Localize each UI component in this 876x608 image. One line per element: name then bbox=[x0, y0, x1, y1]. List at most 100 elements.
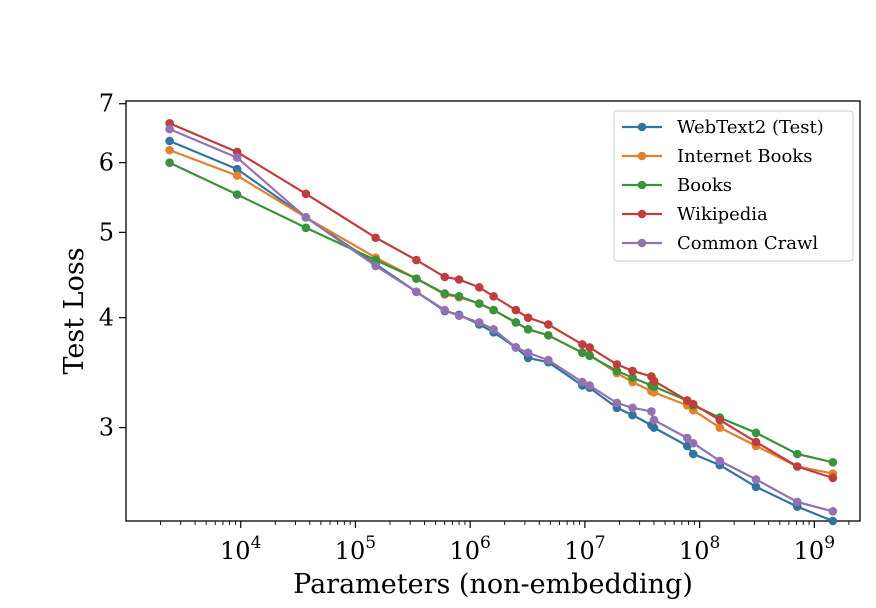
data-point bbox=[165, 145, 174, 155]
data-point bbox=[792, 462, 802, 471]
data-point bbox=[544, 320, 553, 329]
data-point bbox=[828, 458, 838, 467]
data-point bbox=[628, 366, 637, 376]
data-point bbox=[301, 213, 311, 222]
series-wikipedia bbox=[165, 119, 838, 483]
data-point bbox=[232, 153, 242, 162]
legend-label: Wikipedia bbox=[677, 204, 768, 225]
x-tick-label: 107 bbox=[564, 533, 605, 565]
data-point bbox=[649, 423, 659, 432]
data-point bbox=[371, 261, 380, 271]
data-point bbox=[165, 158, 174, 167]
data-point bbox=[523, 325, 533, 334]
data-point bbox=[628, 403, 637, 413]
data-point bbox=[828, 473, 838, 483]
y-axis-label: Test Loss bbox=[59, 247, 90, 374]
data-point bbox=[715, 423, 725, 432]
data-point bbox=[511, 318, 521, 327]
data-point bbox=[647, 407, 656, 416]
plot-frame bbox=[125, 100, 861, 522]
legend-marker bbox=[637, 151, 647, 161]
legend-marker bbox=[637, 180, 647, 190]
legend: WebText2 (Test) Internet Books Books Wikipe… bbox=[613, 110, 854, 262]
legend-box bbox=[613, 110, 854, 262]
data-point bbox=[440, 289, 450, 298]
data-point bbox=[585, 351, 594, 361]
legend-item: Books bbox=[622, 175, 732, 196]
data-point bbox=[489, 291, 498, 301]
x-tick-label: 104 bbox=[220, 533, 261, 565]
y-tick-label: 4 bbox=[99, 304, 114, 332]
data-point bbox=[649, 415, 659, 425]
legend-label: WebText2 (Test) bbox=[677, 117, 824, 138]
data-point bbox=[454, 311, 464, 321]
data-point bbox=[440, 305, 450, 315]
legend-item: WebText2 (Test) bbox=[622, 117, 824, 138]
data-point bbox=[751, 428, 761, 438]
data-point bbox=[489, 305, 498, 315]
data-point bbox=[578, 340, 587, 349]
x-axis: 104 105 106 107 108 109 bbox=[160, 521, 850, 565]
data-point bbox=[578, 348, 587, 357]
data-point bbox=[474, 299, 484, 308]
data-point bbox=[585, 343, 594, 352]
y-axis: 3 4 5 6 7 bbox=[99, 90, 126, 442]
legend-label: Internet Books bbox=[677, 146, 812, 167]
data-point bbox=[523, 313, 533, 322]
data-point bbox=[688, 399, 698, 409]
data-point bbox=[649, 376, 659, 386]
legend-item: Internet Books bbox=[622, 146, 812, 167]
data-point bbox=[489, 325, 498, 334]
data-point bbox=[165, 136, 174, 146]
y-tick-label: 6 bbox=[99, 149, 114, 177]
x-tick-label: 109 bbox=[794, 533, 835, 565]
y-tick-label: 5 bbox=[99, 218, 114, 246]
legend-label: Books bbox=[677, 175, 732, 196]
data-point bbox=[412, 255, 421, 265]
data-point bbox=[751, 437, 761, 447]
x-tick-label: 105 bbox=[335, 533, 376, 565]
data-point bbox=[715, 415, 725, 425]
data-point bbox=[454, 275, 464, 284]
plot-area bbox=[125, 100, 861, 522]
data-point bbox=[165, 124, 174, 134]
data-point bbox=[792, 449, 802, 459]
series-common-crawl bbox=[165, 124, 838, 516]
data-point bbox=[544, 355, 553, 365]
legend-marker bbox=[637, 238, 647, 248]
legend-item: Common Crawl bbox=[622, 233, 818, 254]
data-point bbox=[232, 190, 242, 199]
data-point bbox=[440, 272, 450, 282]
data-point bbox=[682, 433, 692, 443]
data-point bbox=[751, 482, 761, 492]
data-point bbox=[628, 410, 637, 420]
data-point bbox=[454, 291, 464, 301]
series-line bbox=[169, 128, 834, 513]
data-point bbox=[301, 223, 311, 233]
data-point bbox=[751, 475, 761, 484]
series-layer bbox=[165, 119, 838, 526]
data-point bbox=[612, 366, 622, 376]
y-tick-label: 7 bbox=[99, 90, 114, 118]
data-point bbox=[688, 438, 698, 448]
data-point bbox=[474, 318, 484, 327]
data-point bbox=[715, 456, 725, 466]
x-axis-label: Parameters (non-embedding) bbox=[293, 569, 693, 600]
x-tick-label: 108 bbox=[679, 533, 720, 565]
data-point bbox=[828, 507, 838, 516]
legend-marker bbox=[637, 122, 647, 132]
y-tick-label: 3 bbox=[99, 414, 114, 442]
data-point bbox=[628, 373, 637, 382]
data-point bbox=[585, 381, 594, 390]
data-point bbox=[232, 171, 242, 180]
x-tick-label: 106 bbox=[449, 533, 490, 565]
data-point bbox=[523, 348, 533, 357]
data-point bbox=[301, 189, 311, 199]
legend-item: Wikipedia bbox=[622, 204, 768, 225]
data-point bbox=[511, 343, 521, 352]
data-point bbox=[688, 449, 698, 459]
legend-marker bbox=[637, 209, 647, 219]
data-point bbox=[828, 516, 838, 526]
data-point bbox=[412, 274, 421, 283]
